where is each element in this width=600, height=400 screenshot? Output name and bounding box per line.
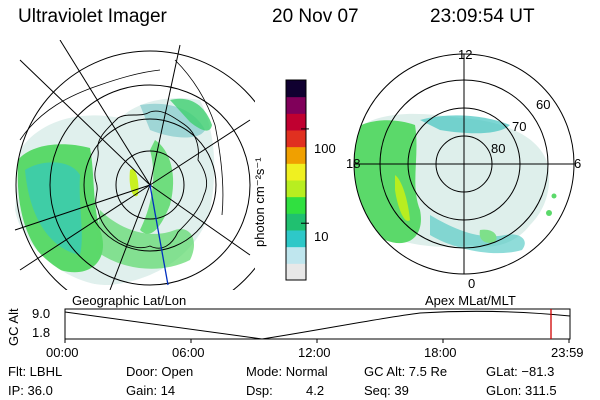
altitude-ylabel: GC Alt xyxy=(6,308,21,346)
mlt-label-18: 18 xyxy=(346,156,361,171)
colorbar-segment xyxy=(286,246,306,264)
colorbar-unit-label: photon cm⁻²s⁻¹ xyxy=(252,157,267,247)
colorbar-segment xyxy=(286,80,306,98)
gain-info: Gain: 14 xyxy=(126,383,176,398)
colorbar-segment xyxy=(286,213,306,231)
xtick-00: 00:00 xyxy=(46,345,79,360)
colorbar-frame xyxy=(285,79,307,281)
date-label: 20 Nov 07 xyxy=(272,6,359,27)
antarctica-coastline xyxy=(94,110,208,249)
mlat-label-80: 80 xyxy=(491,141,506,156)
colorbar-ticks xyxy=(301,128,309,224)
altitude-plot-frame xyxy=(64,308,571,340)
colorbar-segment xyxy=(286,130,306,148)
mode-info: Mode: Normal xyxy=(246,364,328,379)
colorbar-segment xyxy=(286,96,306,114)
altitude-plot xyxy=(64,308,571,343)
colorbar-segment xyxy=(286,263,306,281)
altitude-curve xyxy=(64,310,571,340)
seq-info: Seq: 39 xyxy=(364,383,409,398)
mlat-label-60: 60 xyxy=(536,97,551,112)
xtick-2359: 23:59 xyxy=(551,345,584,360)
colorbar-segment xyxy=(286,146,306,164)
geographic-map xyxy=(14,40,255,290)
xtick-06: 06:00 xyxy=(172,345,205,360)
colorbar-segment xyxy=(286,163,306,181)
altitude-ytick-9: 9.0 xyxy=(32,306,51,321)
polar-graticule xyxy=(353,53,575,275)
mlat-label-70: 70 xyxy=(512,119,527,134)
glat-info: GLat: −81.3 xyxy=(486,364,555,379)
mlt-label-12: 12 xyxy=(458,47,473,62)
filter-info: Flt: LBHL xyxy=(8,364,63,379)
left-auroral-emission xyxy=(15,98,215,285)
colorbar-tick-100: 100 xyxy=(314,141,336,156)
colorbar-segment xyxy=(286,113,306,131)
glon-info: GLon: 311.5 xyxy=(486,383,557,398)
geographic-graticule xyxy=(14,40,255,290)
colorbar-segment xyxy=(286,196,306,214)
mlt-label-0: 0 xyxy=(468,276,476,291)
dsp-label: Dsp: xyxy=(246,383,273,398)
mlt-label-6: 6 xyxy=(574,156,582,171)
xtick-18: 18:00 xyxy=(424,345,457,360)
dsp-value: 4.2 xyxy=(306,383,325,398)
instrument-title: Ultraviolet Imager xyxy=(18,6,167,27)
gc-alt-info: GC Alt: 7.5 Re xyxy=(364,364,448,379)
polar-map xyxy=(353,53,575,275)
right-auroral-emission xyxy=(354,113,557,254)
geographic-projection-label: Geographic Lat/Lon xyxy=(72,293,187,308)
altitude-x-ticks xyxy=(64,339,570,343)
colorbar xyxy=(285,79,307,281)
colorbar-tick-10: 10 xyxy=(314,229,329,244)
altitude-ytick-1-8: 1.8 xyxy=(32,325,51,340)
ip-info: IP: 36.0 xyxy=(8,383,53,398)
time-label: 23:09:54 UT xyxy=(430,6,535,27)
xtick-12: 12:00 xyxy=(298,345,331,360)
colorbar-segment xyxy=(286,230,306,248)
apex-projection-label: Apex MLat/MLT xyxy=(425,293,516,308)
door-info: Door: Open xyxy=(126,364,194,379)
colorbar-segment xyxy=(286,180,306,198)
